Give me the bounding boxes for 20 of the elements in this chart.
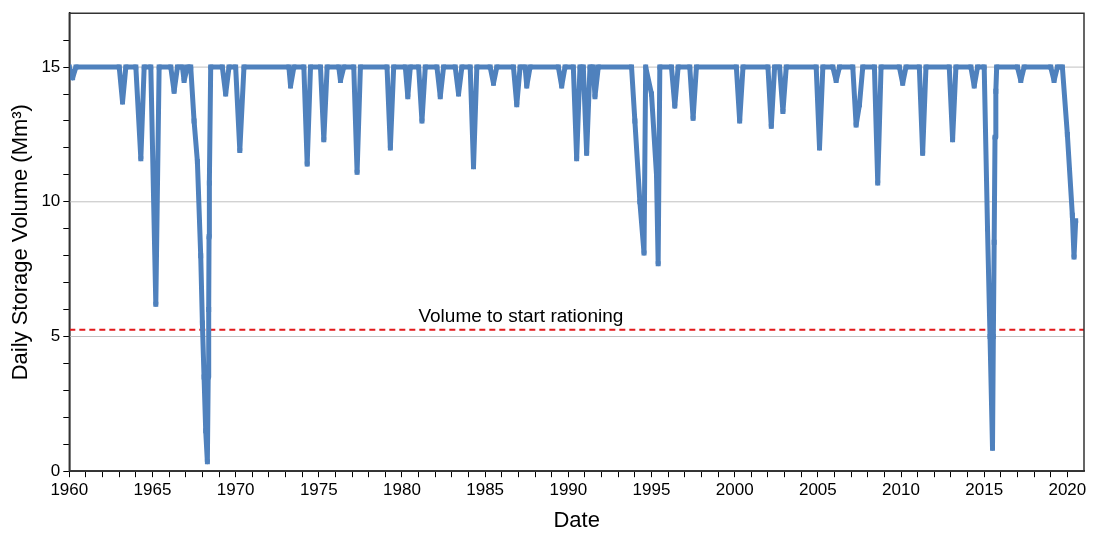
x-tick-label: 2000 [715, 480, 754, 500]
x-tick-label: 2015 [965, 480, 1004, 500]
y-tick-label: 0 [50, 460, 61, 480]
x-axis-title: Date [553, 506, 600, 532]
y-tick-label: 15 [41, 56, 61, 76]
x-tick-label: 1980 [383, 480, 421, 500]
x-tick-label: 1995 [632, 480, 671, 500]
x-tick-label: 2010 [882, 480, 920, 500]
y-axis-title: Daily Storage Volume (Mm³) [7, 104, 33, 381]
x-tick-label: 1985 [466, 480, 505, 500]
x-tick-label: 1970 [216, 480, 255, 500]
x-tick-label: 2020 [1048, 480, 1087, 500]
x-tick-label: 1960 [50, 480, 89, 500]
y-tick-label: 5 [50, 326, 61, 346]
x-tick-label: 2005 [798, 480, 837, 500]
y-tick-label: 10 [41, 191, 61, 211]
x-tick-label: 1965 [133, 480, 172, 500]
x-tick-label: 1990 [549, 480, 588, 500]
ref-line-label: Volume to start rationing [418, 305, 624, 327]
x-tick-label: 1975 [299, 480, 338, 500]
